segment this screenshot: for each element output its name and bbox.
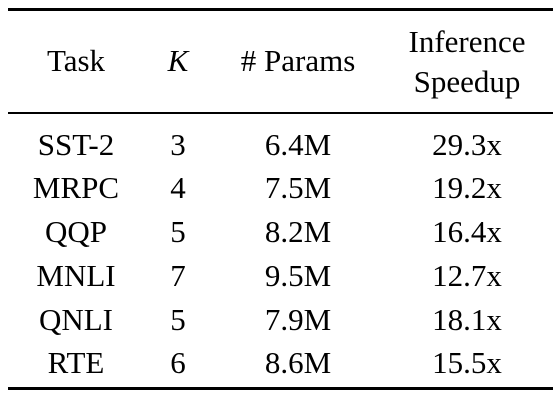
cell-params: 9.5M xyxy=(264,258,332,293)
cell-task: SST-2 xyxy=(37,127,115,162)
table-top-rule xyxy=(8,8,553,11)
cell-k: 3 xyxy=(170,127,186,162)
cell-speedup: 29.3x xyxy=(432,127,502,162)
cell-params: 8.2M xyxy=(264,214,332,249)
cell-k: 4 xyxy=(170,170,186,205)
cell-k: 7 xyxy=(170,258,186,293)
header-speedup-line2: Speedup xyxy=(413,64,521,99)
header-k: K xyxy=(167,43,189,78)
cell-task: QQP xyxy=(44,214,108,249)
cell-params: 7.5M xyxy=(264,170,332,205)
cell-speedup: 16.4x xyxy=(432,214,502,249)
table-header-rule xyxy=(8,112,553,114)
table-bottom-rule xyxy=(8,387,553,390)
cell-task: MNLI xyxy=(36,258,116,293)
cell-speedup: 12.7x xyxy=(432,258,502,293)
cell-task: MRPC xyxy=(32,170,120,205)
cell-params: 8.6M xyxy=(264,345,332,380)
cell-params: 6.4M xyxy=(264,127,332,162)
cell-params: 7.9M xyxy=(264,302,332,337)
cell-speedup: 19.2x xyxy=(432,170,502,205)
cell-speedup: 15.5x xyxy=(432,345,502,380)
cell-task: RTE xyxy=(47,345,105,380)
header-task: Task xyxy=(46,43,106,78)
header-speedup-line1: Inference xyxy=(408,24,526,59)
header-params: # Params xyxy=(240,43,356,78)
cell-k: 5 xyxy=(170,302,186,337)
cell-k: 6 xyxy=(170,345,186,380)
cell-k: 5 xyxy=(170,214,186,249)
cell-task: QNLI xyxy=(38,302,114,337)
cell-speedup: 18.1x xyxy=(432,302,502,337)
